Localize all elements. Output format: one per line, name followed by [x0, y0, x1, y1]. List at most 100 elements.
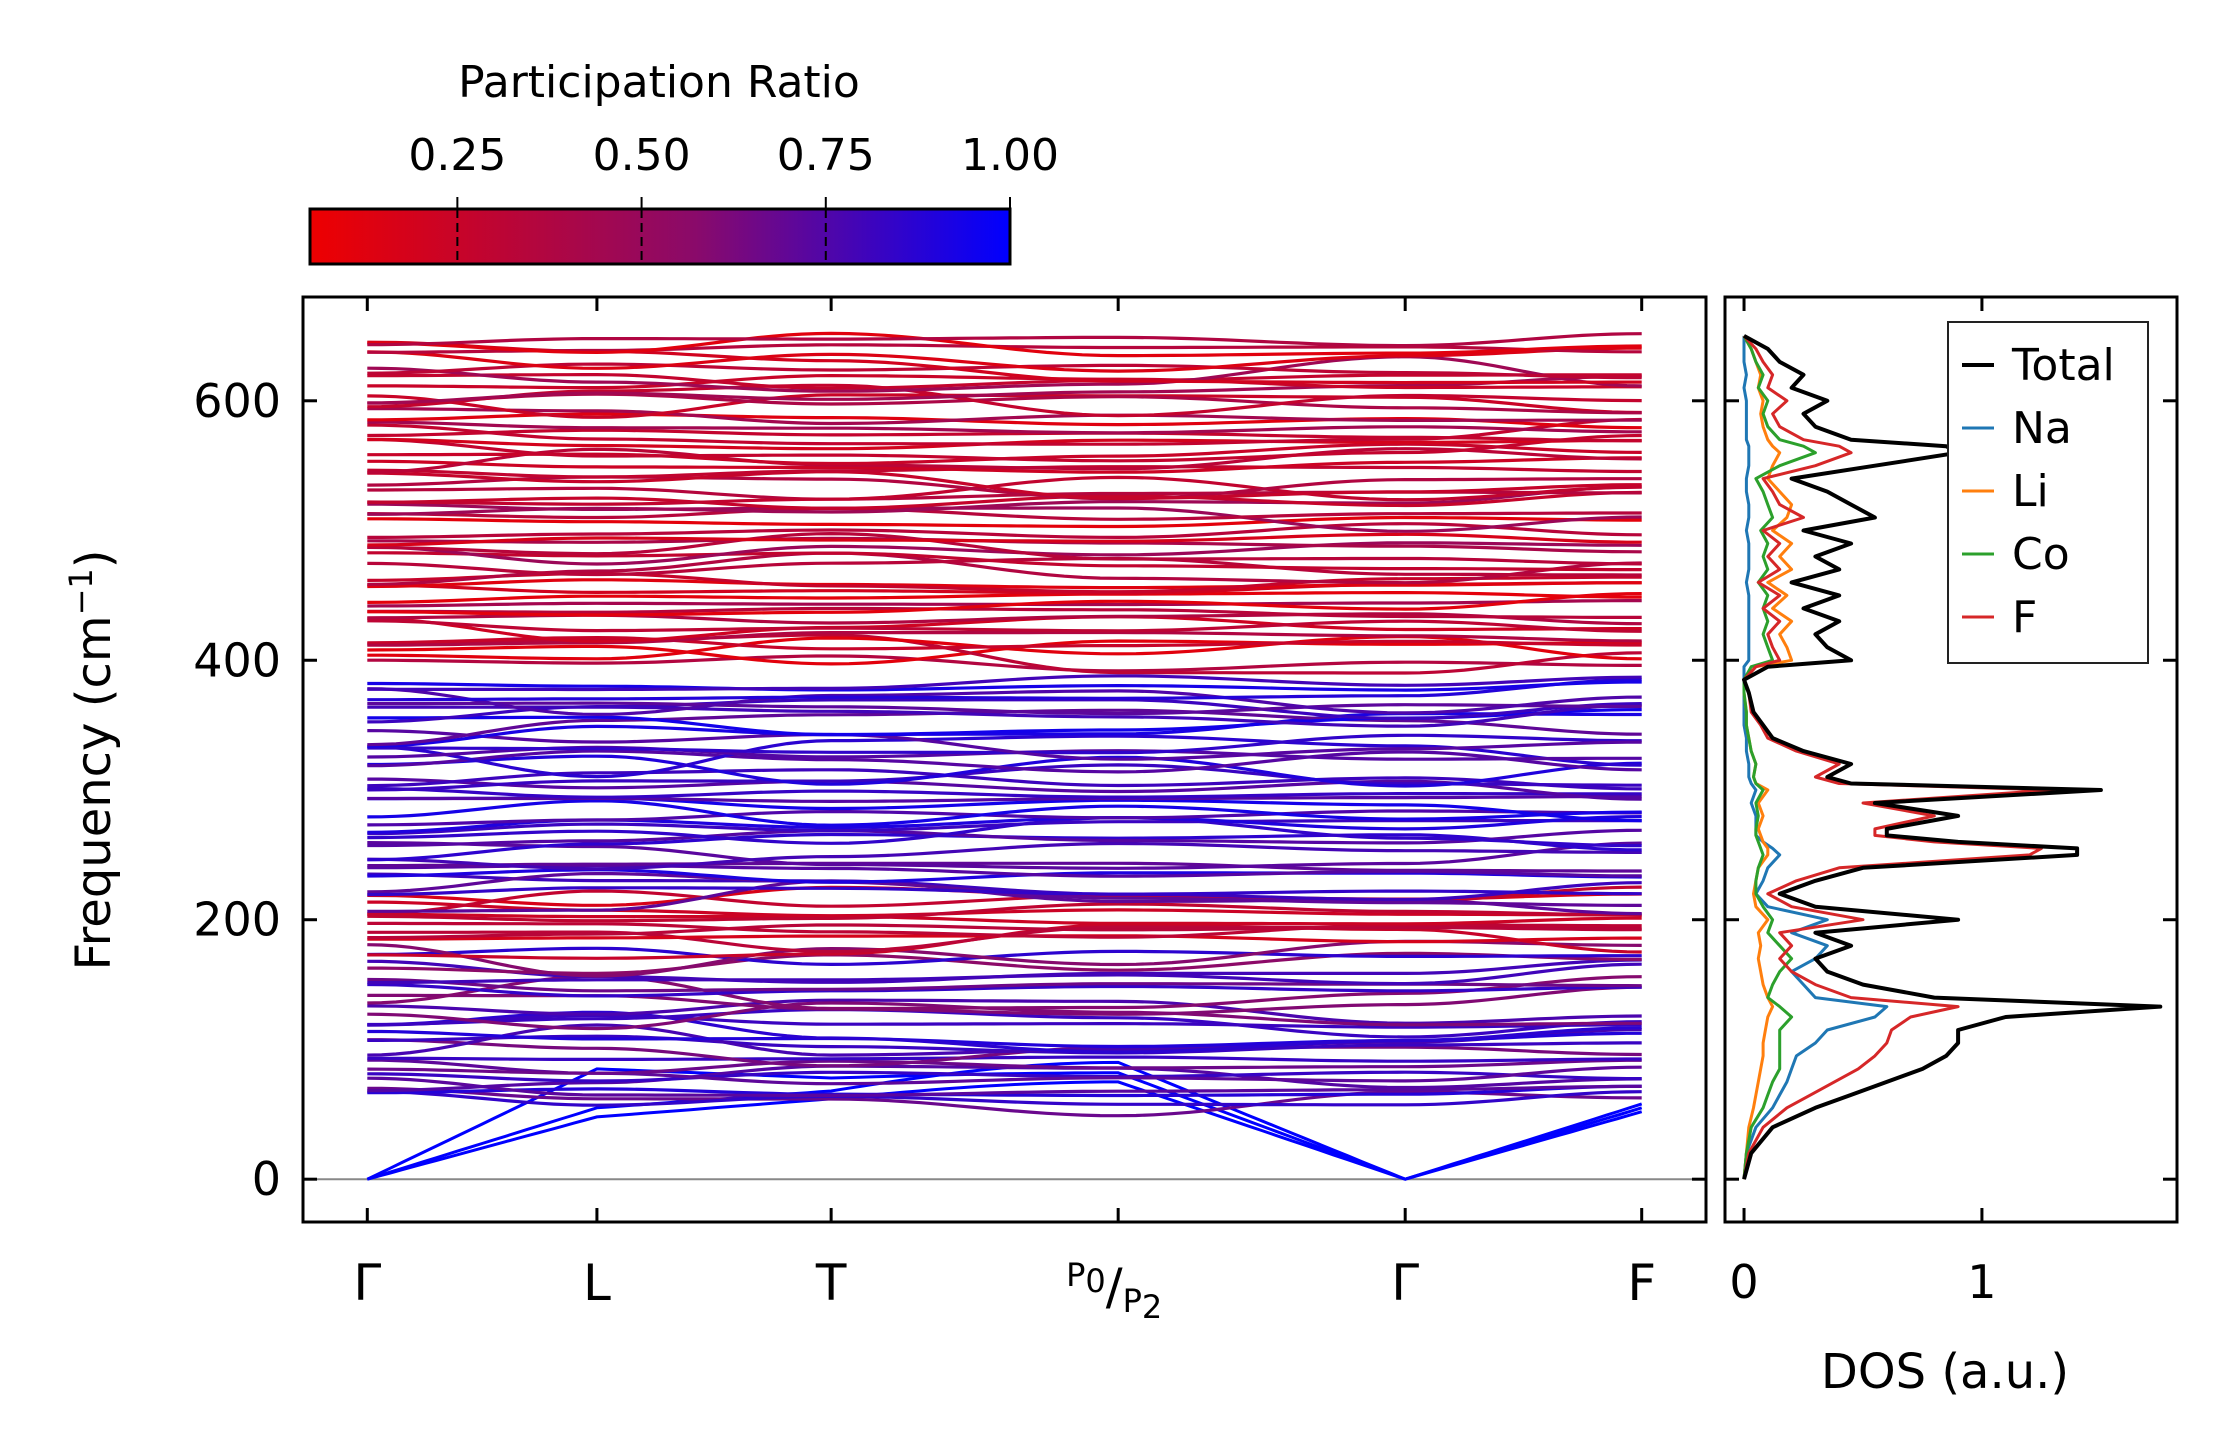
band-line: [367, 332, 1642, 348]
legend-label: Total: [2011, 340, 2115, 391]
band-line: [367, 420, 1642, 435]
band-line: [367, 861, 1642, 873]
band-line: [367, 1090, 1642, 1107]
dos-series-total: [1742, 334, 2163, 1180]
y-tick-label: 400: [193, 633, 281, 687]
band-axes: 0 200 400 600: [193, 297, 1706, 1222]
band-line: [367, 698, 1642, 724]
band-line: [367, 998, 1642, 1025]
high-symmetry-label: L: [583, 1254, 611, 1312]
band-line: [367, 456, 1642, 474]
band-line: [367, 1013, 1642, 1029]
band-line: [367, 635, 1642, 651]
band-line: [367, 532, 1642, 547]
high-symmetry-labels: Γ L T P0/P2 Γ F: [353, 1254, 1656, 1326]
band-line: [367, 912, 1642, 926]
band-line: [367, 490, 1642, 510]
band-line: [367, 794, 1642, 804]
band-line: [367, 355, 1642, 393]
band-line: [367, 946, 1642, 967]
band-line: [367, 816, 1642, 848]
colorbar: Participation Ratio 0.25 0.50 0.75 1.00: [308, 57, 1059, 266]
band-line: [367, 362, 1642, 380]
band-line: [367, 417, 1642, 446]
dos-x-tick-label: 1: [1967, 1255, 1996, 1309]
dos-series-co: [1742, 335, 1817, 1180]
band-line: [367, 541, 1642, 566]
band-line: [367, 977, 1642, 993]
band-line: [367, 654, 1642, 673]
dos-lines: [1742, 334, 2163, 1180]
band-line: [367, 872, 1642, 902]
dos-series-f: [1742, 334, 2055, 1180]
colorbar-title: Participation Ratio: [458, 57, 860, 108]
band-line: [367, 749, 1642, 774]
band-line: [367, 374, 1642, 405]
band-line: [367, 619, 1642, 633]
band-line: [367, 1076, 1642, 1097]
band-line: [367, 522, 1642, 540]
band-line: [367, 630, 1642, 647]
band-line: [367, 531, 1642, 566]
dos-x-axis-label: DOS (a.u.): [1821, 1344, 2069, 1400]
legend-label: Na: [2012, 403, 2072, 454]
band-line: [367, 515, 1642, 529]
band-line: [367, 712, 1642, 748]
band-line: [367, 678, 1642, 702]
band-line: [367, 958, 1642, 984]
colorbar-tick-label: 0.25: [408, 130, 506, 181]
band-line: [367, 578, 1642, 590]
band-line: [367, 1064, 1642, 1093]
dos-x-tick-label: 0: [1729, 1255, 1758, 1309]
band-line: [367, 687, 1642, 717]
band-structure-panel: 0 200 400 600 Frequency (cm−1) Γ L T P0/P2 Γ F: [62, 295, 1708, 1326]
band-line: [367, 599, 1642, 608]
band-line: [367, 507, 1642, 521]
band-line: [367, 1034, 1642, 1055]
band-line: [367, 551, 1642, 572]
band-line: [367, 754, 1642, 788]
band-line: [367, 373, 1642, 390]
dos-legend: Total Na Li Co F: [1947, 321, 2149, 664]
band-line: [367, 433, 1642, 463]
band-line: [367, 828, 1642, 848]
band-line: [367, 470, 1642, 500]
colorbar-tick-label: 0.75: [777, 130, 875, 181]
band-line: [367, 606, 1642, 619]
band-line: [367, 674, 1642, 692]
band-line: [367, 923, 1642, 940]
y-tick-label: 600: [193, 374, 281, 428]
band-line: [367, 1038, 1642, 1068]
band-axes-frame: [301, 295, 1708, 1224]
band-line: [367, 902, 1642, 923]
band-line: [367, 886, 1642, 897]
band-line: [367, 615, 1642, 643]
y-tick-label: 200: [193, 893, 281, 947]
colorbar-gradient: [308, 207, 1012, 266]
high-symmetry-label: Γ: [1391, 1254, 1419, 1312]
band-line: [367, 799, 1642, 827]
legend-entries: Total Na Li Co F: [1962, 340, 2115, 643]
band-line: [367, 447, 1642, 474]
band-line: [367, 680, 1642, 692]
band-line: [367, 786, 1642, 799]
legend-label: F: [2012, 592, 2037, 643]
band-line: [367, 346, 1642, 373]
band-line: [367, 1070, 1642, 1083]
y-tick-label: 0: [252, 1152, 281, 1206]
band-line: [367, 591, 1642, 604]
legend-label: Co: [2012, 529, 2070, 580]
dos-series-na: [1742, 335, 1889, 1180]
band-line: [367, 407, 1642, 426]
colorbar-tick-label: 0.50: [593, 130, 691, 181]
band-line: [367, 485, 1642, 516]
band-line: [367, 1007, 1642, 1039]
band-line: [367, 841, 1642, 871]
band-line: [367, 592, 1642, 617]
legend-label: Li: [2012, 466, 2049, 517]
colorbar-tick-label: 1.00: [961, 130, 1059, 181]
band-line: [367, 819, 1642, 836]
